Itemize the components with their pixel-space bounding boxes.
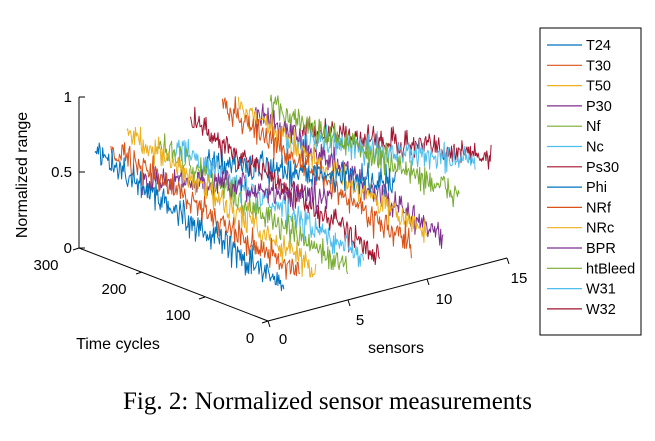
legend-label-nf: Nf [586,119,601,135]
legend-label-nrf: NRf [586,200,612,216]
tick-mark-s-0 [267,320,271,328]
sensors-axis-label: sensors [368,340,424,357]
legend-label-t30: T30 [586,58,611,74]
series-line-nrc [237,96,428,244]
z-axis-label: Normalized range [14,112,31,238]
legend-label-bpr: BPR [586,241,616,257]
series-line-t30 [110,142,301,280]
tick-label-z-0: 0 [64,240,72,257]
tick-mark-t-3 [72,247,80,251]
series-line-htbleed [269,94,460,208]
chart-axes: 0 0.5 1 0 100 200 300 0 5 10 15 Normaliz… [14,89,527,357]
tick-mark-s-3 [506,257,510,265]
series-line-nf [158,133,349,275]
series-line-nrf [221,96,412,259]
series-lines [94,94,492,292]
legend-label-w31: W31 [586,282,616,298]
tick-label-t-0: 0 [246,330,254,347]
legend-box [539,27,642,336]
tick-label-t-3: 300 [33,257,58,274]
series-line-w32 [301,118,492,170]
legend-label-nrc: NRc [586,221,614,237]
tick-label-t-1: 100 [165,307,190,324]
axis-sensors [267,257,508,322]
legend-label-p30: P30 [586,99,612,115]
figure-caption: Fig. 2: Normalized sensor measurements [123,388,532,415]
tick-label-s-3: 15 [511,270,528,287]
tick-label-s-1: 5 [356,312,364,329]
time-axis-label: Time cycles [76,336,160,353]
sensor-3d-line-chart: 0 0.5 1 0 100 200 300 0 5 10 15 Normaliz… [14,27,642,357]
axis-time [78,247,269,322]
legend-label-t24: T24 [586,38,611,54]
series-line-t50 [126,126,317,278]
legend-label-nc: Nc [586,140,604,156]
tick-label-z-2: 1 [64,89,72,106]
tick-mark-t-2 [135,271,143,275]
legend-label-phi: Phi [586,180,607,196]
series-line-ps30 [190,106,380,266]
legend-label-w32: W32 [586,302,616,318]
legend: T24 T30 T50 P30 Nf Nc Ps30 Phi NRf NRc BPR htBleed W… [539,27,642,336]
tick-mark-s-2 [426,278,430,286]
tick-mark-s-1 [347,299,351,307]
tick-mark-t-0 [261,320,269,324]
series-line-p30 [142,166,333,214]
series-line-t24 [94,142,285,292]
tick-label-t-2: 200 [101,281,126,298]
tick-label-s-2: 10 [436,291,453,308]
tick-label-z-1: 0.5 [51,164,72,181]
legend-label-htbleed: htBleed [586,261,635,277]
legend-label-t50: T50 [586,79,611,95]
tick-mark-t-1 [198,296,206,300]
legend-label-ps30: Ps30 [586,160,619,176]
tick-label-s-0: 0 [279,331,287,348]
